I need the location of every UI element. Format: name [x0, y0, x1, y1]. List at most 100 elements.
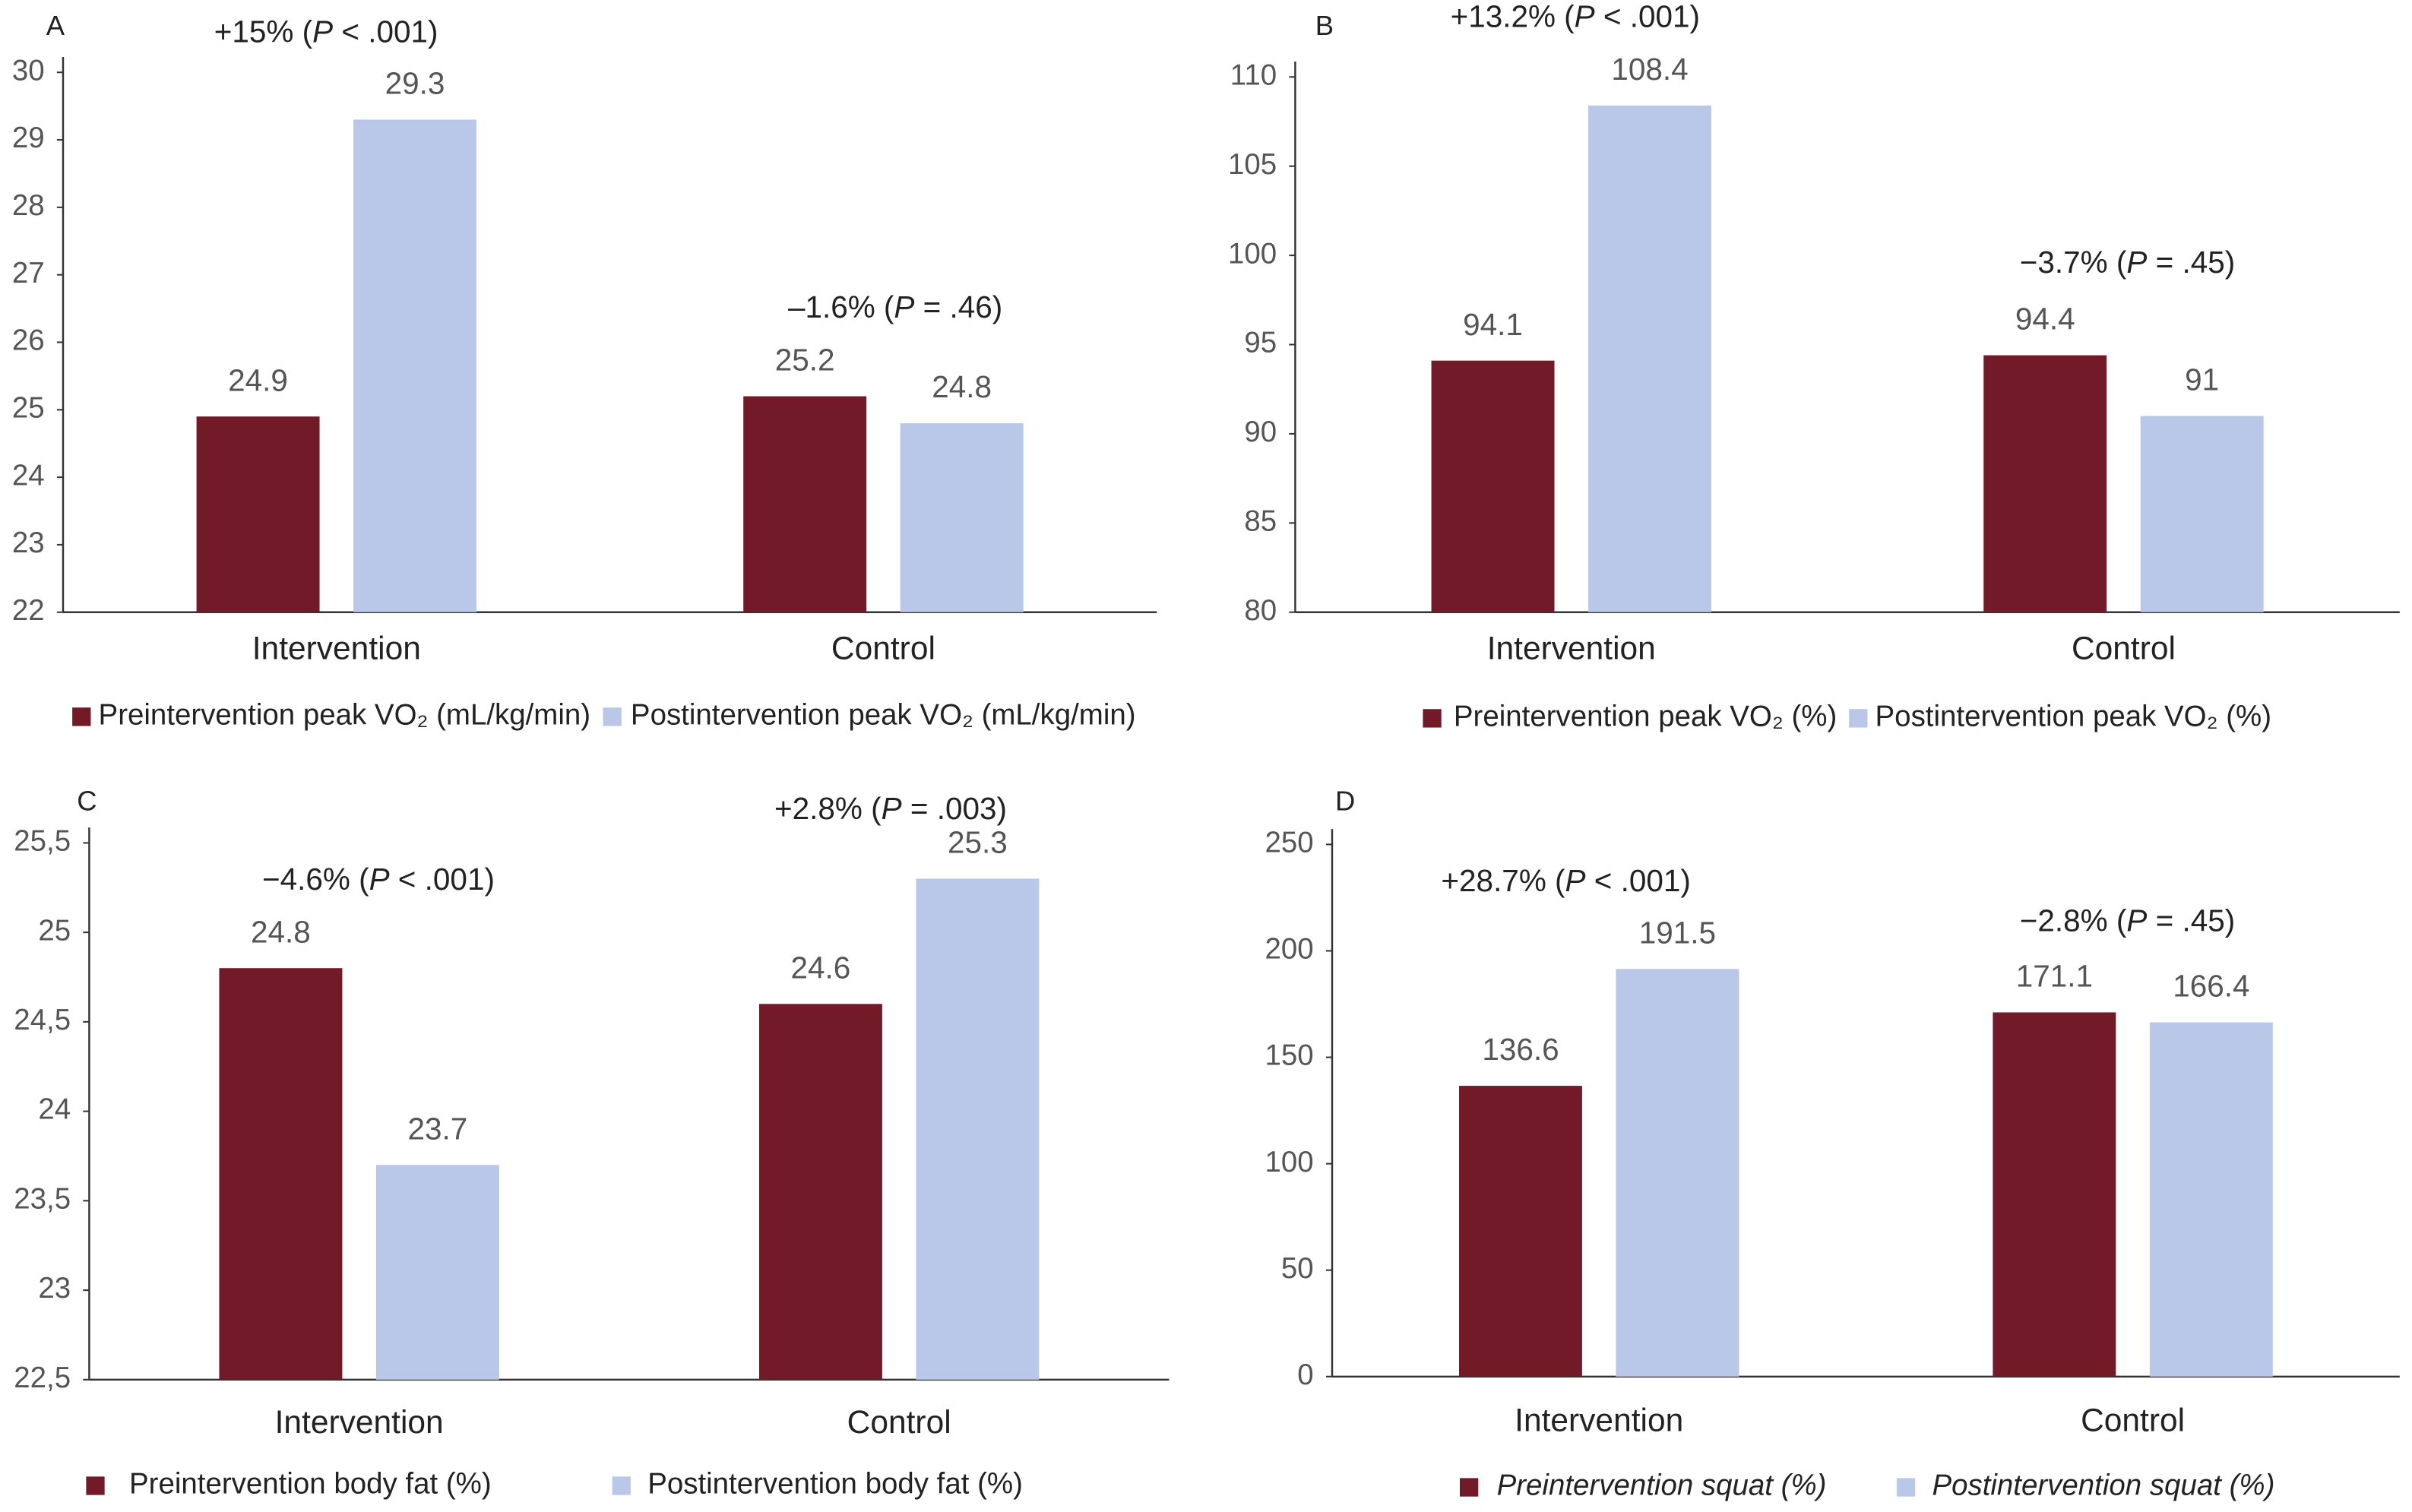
- x-tick-label: Control: [847, 1405, 951, 1441]
- y-tick-label: 80: [1244, 594, 1277, 627]
- y-tick-label: 26: [12, 324, 45, 357]
- annotation-part: –1.6% (: [788, 289, 894, 324]
- value-label: 29.3: [385, 66, 445, 101]
- annotation-part: −2.8% (: [2020, 903, 2127, 938]
- y-tick-label: 23: [38, 1272, 71, 1305]
- value-label: 23.7: [408, 1111, 468, 1146]
- value-label: 136.6: [1482, 1032, 1559, 1067]
- value-label: 25.3: [948, 825, 1008, 860]
- annotation-part: −4.6% (: [262, 862, 369, 897]
- value-label: 24.8: [932, 369, 992, 404]
- y-tick-label: 22: [12, 594, 45, 627]
- annotation-part: P: [1575, 0, 1595, 33]
- value-label: 24.6: [791, 950, 851, 985]
- annotation-part: = .46): [914, 289, 1002, 324]
- x-tick-label: Intervention: [1487, 631, 1656, 667]
- y-tick-label: 23,5: [14, 1182, 71, 1215]
- panel-label: B: [1315, 10, 1334, 41]
- annotation-part: < .001): [1595, 0, 1700, 33]
- y-tick-label: 110: [1230, 59, 1277, 91]
- bar: [375, 1165, 499, 1380]
- bar: [1616, 969, 1739, 1377]
- bar: [758, 1004, 882, 1380]
- y-tick-label: 28: [12, 189, 45, 222]
- x-tick-label: Control: [2081, 1403, 2185, 1439]
- y-tick-label: 23: [12, 527, 45, 559]
- legend-label: Preintervention squat (%): [1497, 1469, 1827, 1502]
- y-tick-label: 24: [38, 1093, 71, 1126]
- y-tick-label: 0: [1297, 1359, 1313, 1391]
- legend-label: Preintervention peak VO₂ (mL/kg/min): [99, 699, 591, 732]
- y-tick-label: 150: [1265, 1039, 1314, 1072]
- y-tick-label: 250: [1265, 827, 1314, 859]
- annotation-part: P: [2126, 903, 2147, 938]
- annotation-part: P: [312, 14, 333, 49]
- y-tick-label: 25: [12, 391, 45, 424]
- bar: [1458, 1086, 1582, 1377]
- bar: [2149, 1022, 2273, 1377]
- chart-panel: D 0 50 100 150 200 250 Intervention 136.6 191.5 +2…: [1265, 785, 2400, 1502]
- x-tick-label: Control: [831, 631, 935, 667]
- value-label: 108.4: [1611, 52, 1688, 87]
- annotation-part: = .003): [902, 791, 1007, 826]
- chart-panel: C 22,5 23 23,5 24 24,5 25 25,5 Intervention 24.8 2…: [14, 785, 1170, 1501]
- bar: [743, 396, 867, 612]
- annotation-part: P: [369, 862, 390, 897]
- annotation: +28.7% (P < .001): [1441, 863, 1690, 898]
- x-tick-label: Intervention: [1515, 1403, 1683, 1439]
- y-tick-label: 90: [1244, 416, 1277, 448]
- bar: [1431, 360, 1555, 612]
- value-label: 94.1: [1463, 307, 1523, 342]
- annotation: −2.8% (P = .45): [2020, 903, 2235, 938]
- legend-label: Postintervention body fat (%): [647, 1468, 1023, 1501]
- value-label: 24.9: [228, 362, 288, 397]
- x-tick-label: Control: [2072, 631, 2176, 667]
- panel-label: C: [77, 785, 97, 816]
- annotation-part: +2.8% (: [774, 791, 882, 826]
- y-tick-label: 100: [1228, 237, 1277, 270]
- legend-swatch: [1896, 1478, 1916, 1497]
- y-tick-label: 24: [12, 459, 45, 492]
- legend-label: Preintervention body fat (%): [129, 1468, 492, 1501]
- annotation-part: P: [1565, 863, 1586, 898]
- bar: [1993, 1012, 2116, 1377]
- annotation-part: P: [894, 289, 914, 324]
- annotation-part: +15% (: [214, 14, 313, 49]
- legend-label: Postintervention peak VO₂ (mL/kg/min): [631, 699, 1136, 732]
- legend-swatch: [1423, 709, 1442, 728]
- legend-swatch: [1459, 1478, 1479, 1497]
- y-tick-label: 85: [1244, 505, 1277, 537]
- legend-swatch: [1849, 709, 1868, 728]
- y-tick-label: 100: [1265, 1146, 1314, 1178]
- annotation: +13.2% (P < .001): [1451, 0, 1700, 33]
- y-tick-label: 29: [12, 122, 45, 154]
- legend-swatch: [612, 1476, 631, 1495]
- annotation-part: +13.2% (: [1451, 0, 1575, 33]
- annotation-part: < .001): [333, 14, 438, 49]
- annotation-part: P: [2126, 245, 2147, 280]
- y-tick-label: 200: [1265, 933, 1314, 966]
- bar: [2140, 416, 2264, 612]
- y-tick-label: 105: [1228, 148, 1277, 181]
- annotation-part: < .001): [390, 862, 495, 897]
- panel-label: D: [1335, 785, 1355, 816]
- annotation-part: < .001): [1586, 863, 1691, 898]
- annotation: −4.6% (P < .001): [262, 862, 495, 897]
- chart-panel: B 80 85 90 95 100 105 110 Intervention 94.1 108.4 +…: [1228, 0, 2400, 733]
- value-label: 166.4: [2173, 969, 2249, 1004]
- y-tick-label: 25: [38, 914, 71, 947]
- annotation: +2.8% (P = .003): [774, 791, 1007, 826]
- bar: [1588, 105, 1711, 612]
- legend-label: Postintervention squat (%): [1932, 1469, 2274, 1502]
- y-tick-label: 22,5: [14, 1362, 71, 1394]
- bar: [353, 119, 477, 612]
- bar: [196, 416, 320, 612]
- panel-label: A: [46, 10, 65, 41]
- annotation: –1.6% (P = .46): [788, 289, 1002, 324]
- value-label: 171.1: [2016, 959, 2093, 994]
- y-tick-label: 24,5: [14, 1004, 71, 1036]
- value-label: 24.8: [251, 914, 311, 949]
- value-label: 191.5: [1639, 915, 1716, 950]
- value-label: 94.4: [2015, 302, 2075, 337]
